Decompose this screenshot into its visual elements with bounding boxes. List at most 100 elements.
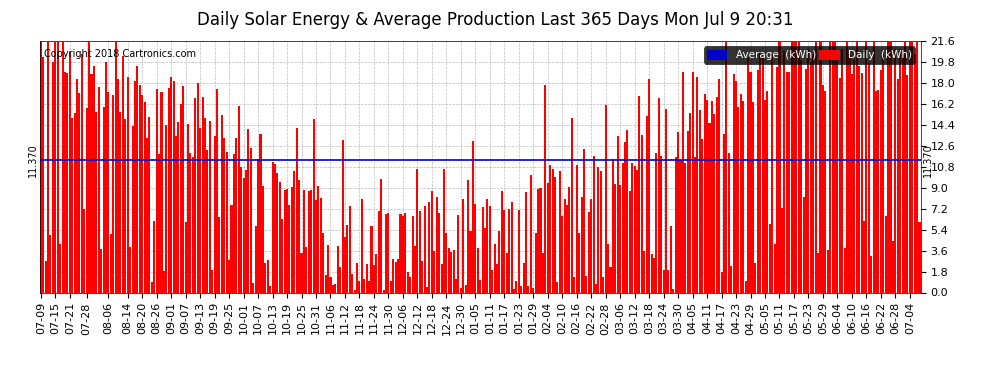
Bar <box>148 117 150 292</box>
Bar <box>245 170 248 292</box>
Bar <box>738 107 740 292</box>
Bar <box>83 209 85 292</box>
Bar <box>602 278 604 292</box>
Bar <box>645 117 647 292</box>
Bar <box>655 153 657 292</box>
Bar <box>773 244 776 292</box>
Bar <box>424 206 426 292</box>
Bar <box>257 159 259 292</box>
Bar <box>165 125 167 292</box>
Bar <box>45 261 47 292</box>
Bar <box>477 248 479 292</box>
Bar <box>380 179 382 292</box>
Bar <box>170 77 172 292</box>
Bar <box>865 42 867 292</box>
Bar <box>441 264 443 292</box>
Bar <box>523 262 525 292</box>
Bar <box>189 153 191 292</box>
Bar <box>812 54 815 292</box>
Bar <box>226 152 228 292</box>
Bar <box>558 171 561 292</box>
Bar <box>662 270 664 292</box>
Bar <box>742 101 744 292</box>
Bar <box>672 289 674 292</box>
Bar <box>622 163 624 292</box>
Bar <box>815 42 817 292</box>
Bar <box>373 265 375 292</box>
Bar <box>248 129 249 292</box>
Bar <box>629 191 631 292</box>
Text: 11.370: 11.370 <box>28 143 38 177</box>
Bar <box>450 252 452 292</box>
Bar <box>850 74 853 292</box>
Bar <box>219 217 221 292</box>
Bar <box>733 74 735 292</box>
Bar <box>481 207 483 292</box>
Bar <box>335 284 337 292</box>
Bar <box>81 54 83 292</box>
Bar <box>286 189 288 292</box>
Bar <box>491 270 493 292</box>
Bar <box>107 92 110 292</box>
Bar <box>842 48 843 292</box>
Bar <box>882 54 884 292</box>
Bar <box>810 62 812 292</box>
Bar <box>696 77 698 292</box>
Bar <box>897 79 899 292</box>
Bar <box>489 206 491 292</box>
Bar <box>469 231 471 292</box>
Bar <box>375 255 377 292</box>
Bar <box>508 209 510 292</box>
Bar <box>554 177 556 292</box>
Bar <box>624 142 626 292</box>
Bar <box>365 264 367 292</box>
Bar <box>115 42 117 292</box>
Bar <box>105 62 107 292</box>
Bar <box>223 138 226 292</box>
Bar <box>88 42 90 292</box>
Bar <box>914 54 916 292</box>
Bar <box>798 42 800 292</box>
Bar <box>194 98 196 292</box>
Bar <box>204 118 206 292</box>
Bar <box>619 184 621 292</box>
Bar <box>769 224 771 292</box>
Bar <box>911 42 914 292</box>
Bar <box>474 204 476 292</box>
Bar <box>47 42 50 292</box>
Bar <box>467 180 469 292</box>
Text: Copyright 2018 Cartronics.com: Copyright 2018 Cartronics.com <box>44 49 196 59</box>
Bar <box>699 111 701 292</box>
Bar <box>325 275 327 292</box>
Bar <box>590 199 592 292</box>
Bar <box>632 163 634 292</box>
Bar <box>392 259 394 292</box>
Bar <box>291 187 293 292</box>
Bar <box>573 277 575 292</box>
Bar <box>112 94 114 292</box>
Bar <box>228 260 230 292</box>
Bar <box>340 267 342 292</box>
Bar <box>303 190 305 292</box>
Bar <box>855 42 857 292</box>
Bar <box>344 237 346 292</box>
Bar <box>520 286 522 292</box>
Bar <box>694 157 696 292</box>
Bar <box>288 205 290 292</box>
Bar <box>571 118 573 292</box>
Bar <box>93 66 95 292</box>
Bar <box>137 66 139 292</box>
Bar <box>501 191 503 292</box>
Bar <box>846 42 848 292</box>
Bar <box>537 189 540 292</box>
Bar <box>142 95 144 292</box>
Bar <box>682 72 684 292</box>
Bar <box>337 246 339 292</box>
Bar <box>399 214 402 292</box>
Bar <box>370 226 372 292</box>
Bar <box>566 205 568 292</box>
Bar <box>100 249 102 292</box>
Bar <box>747 58 749 292</box>
Bar <box>771 54 773 292</box>
Bar <box>395 262 397 292</box>
